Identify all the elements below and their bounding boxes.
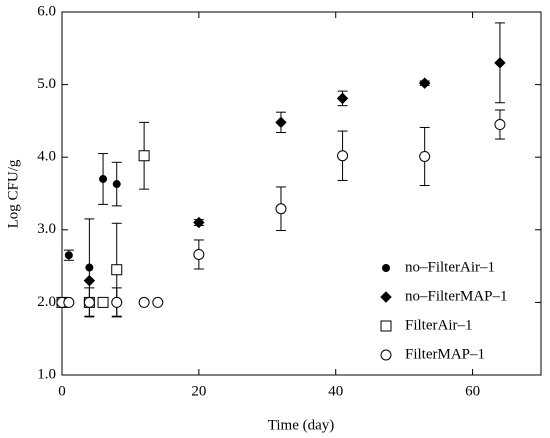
- point: [111, 296, 123, 308]
- point: [419, 150, 431, 162]
- point: [337, 150, 349, 162]
- x-tick-label: 0: [58, 383, 66, 399]
- y-tick-label: 4.0: [37, 149, 56, 165]
- point: [83, 274, 96, 287]
- y-tick-label: 5.0: [37, 76, 56, 92]
- x-tick-label: 20: [191, 383, 206, 399]
- y-tick-label: 6.0: [37, 3, 56, 19]
- point: [494, 119, 506, 131]
- point: [85, 263, 94, 272]
- point: [83, 296, 95, 308]
- point: [152, 296, 164, 308]
- legend-label: no–FilterAir–1: [405, 259, 495, 275]
- point: [138, 150, 150, 162]
- point: [193, 248, 205, 260]
- x-tick-label: 40: [328, 383, 343, 399]
- legend-marker: [382, 264, 390, 272]
- y-axis-label: Log CFU/g: [5, 159, 21, 228]
- point: [97, 296, 109, 308]
- legend-label: FilterMAP–1: [405, 346, 485, 362]
- point: [275, 203, 287, 215]
- legend-marker: [380, 291, 392, 303]
- y-tick-label: 2.0: [37, 294, 56, 310]
- point: [99, 174, 108, 183]
- y-tick-label: 1.0: [37, 366, 56, 382]
- point: [193, 216, 205, 229]
- x-axis-label: Time (day): [268, 417, 335, 433]
- point: [64, 251, 73, 260]
- legend-label: no–FilterMAP–1: [405, 288, 508, 304]
- point: [111, 264, 123, 276]
- legend-label: FilterAir–1: [405, 317, 473, 333]
- point: [336, 92, 349, 105]
- x-tick-label: 60: [465, 383, 480, 399]
- plot-frame: [61, 11, 542, 376]
- point: [494, 57, 506, 69]
- y-tick-label: 3.0: [37, 221, 56, 237]
- legend-marker: [380, 320, 392, 332]
- point: [63, 296, 75, 308]
- point: [275, 116, 287, 129]
- point: [418, 77, 431, 89]
- legend-marker: [380, 349, 392, 361]
- point: [112, 180, 121, 189]
- point: [138, 296, 150, 308]
